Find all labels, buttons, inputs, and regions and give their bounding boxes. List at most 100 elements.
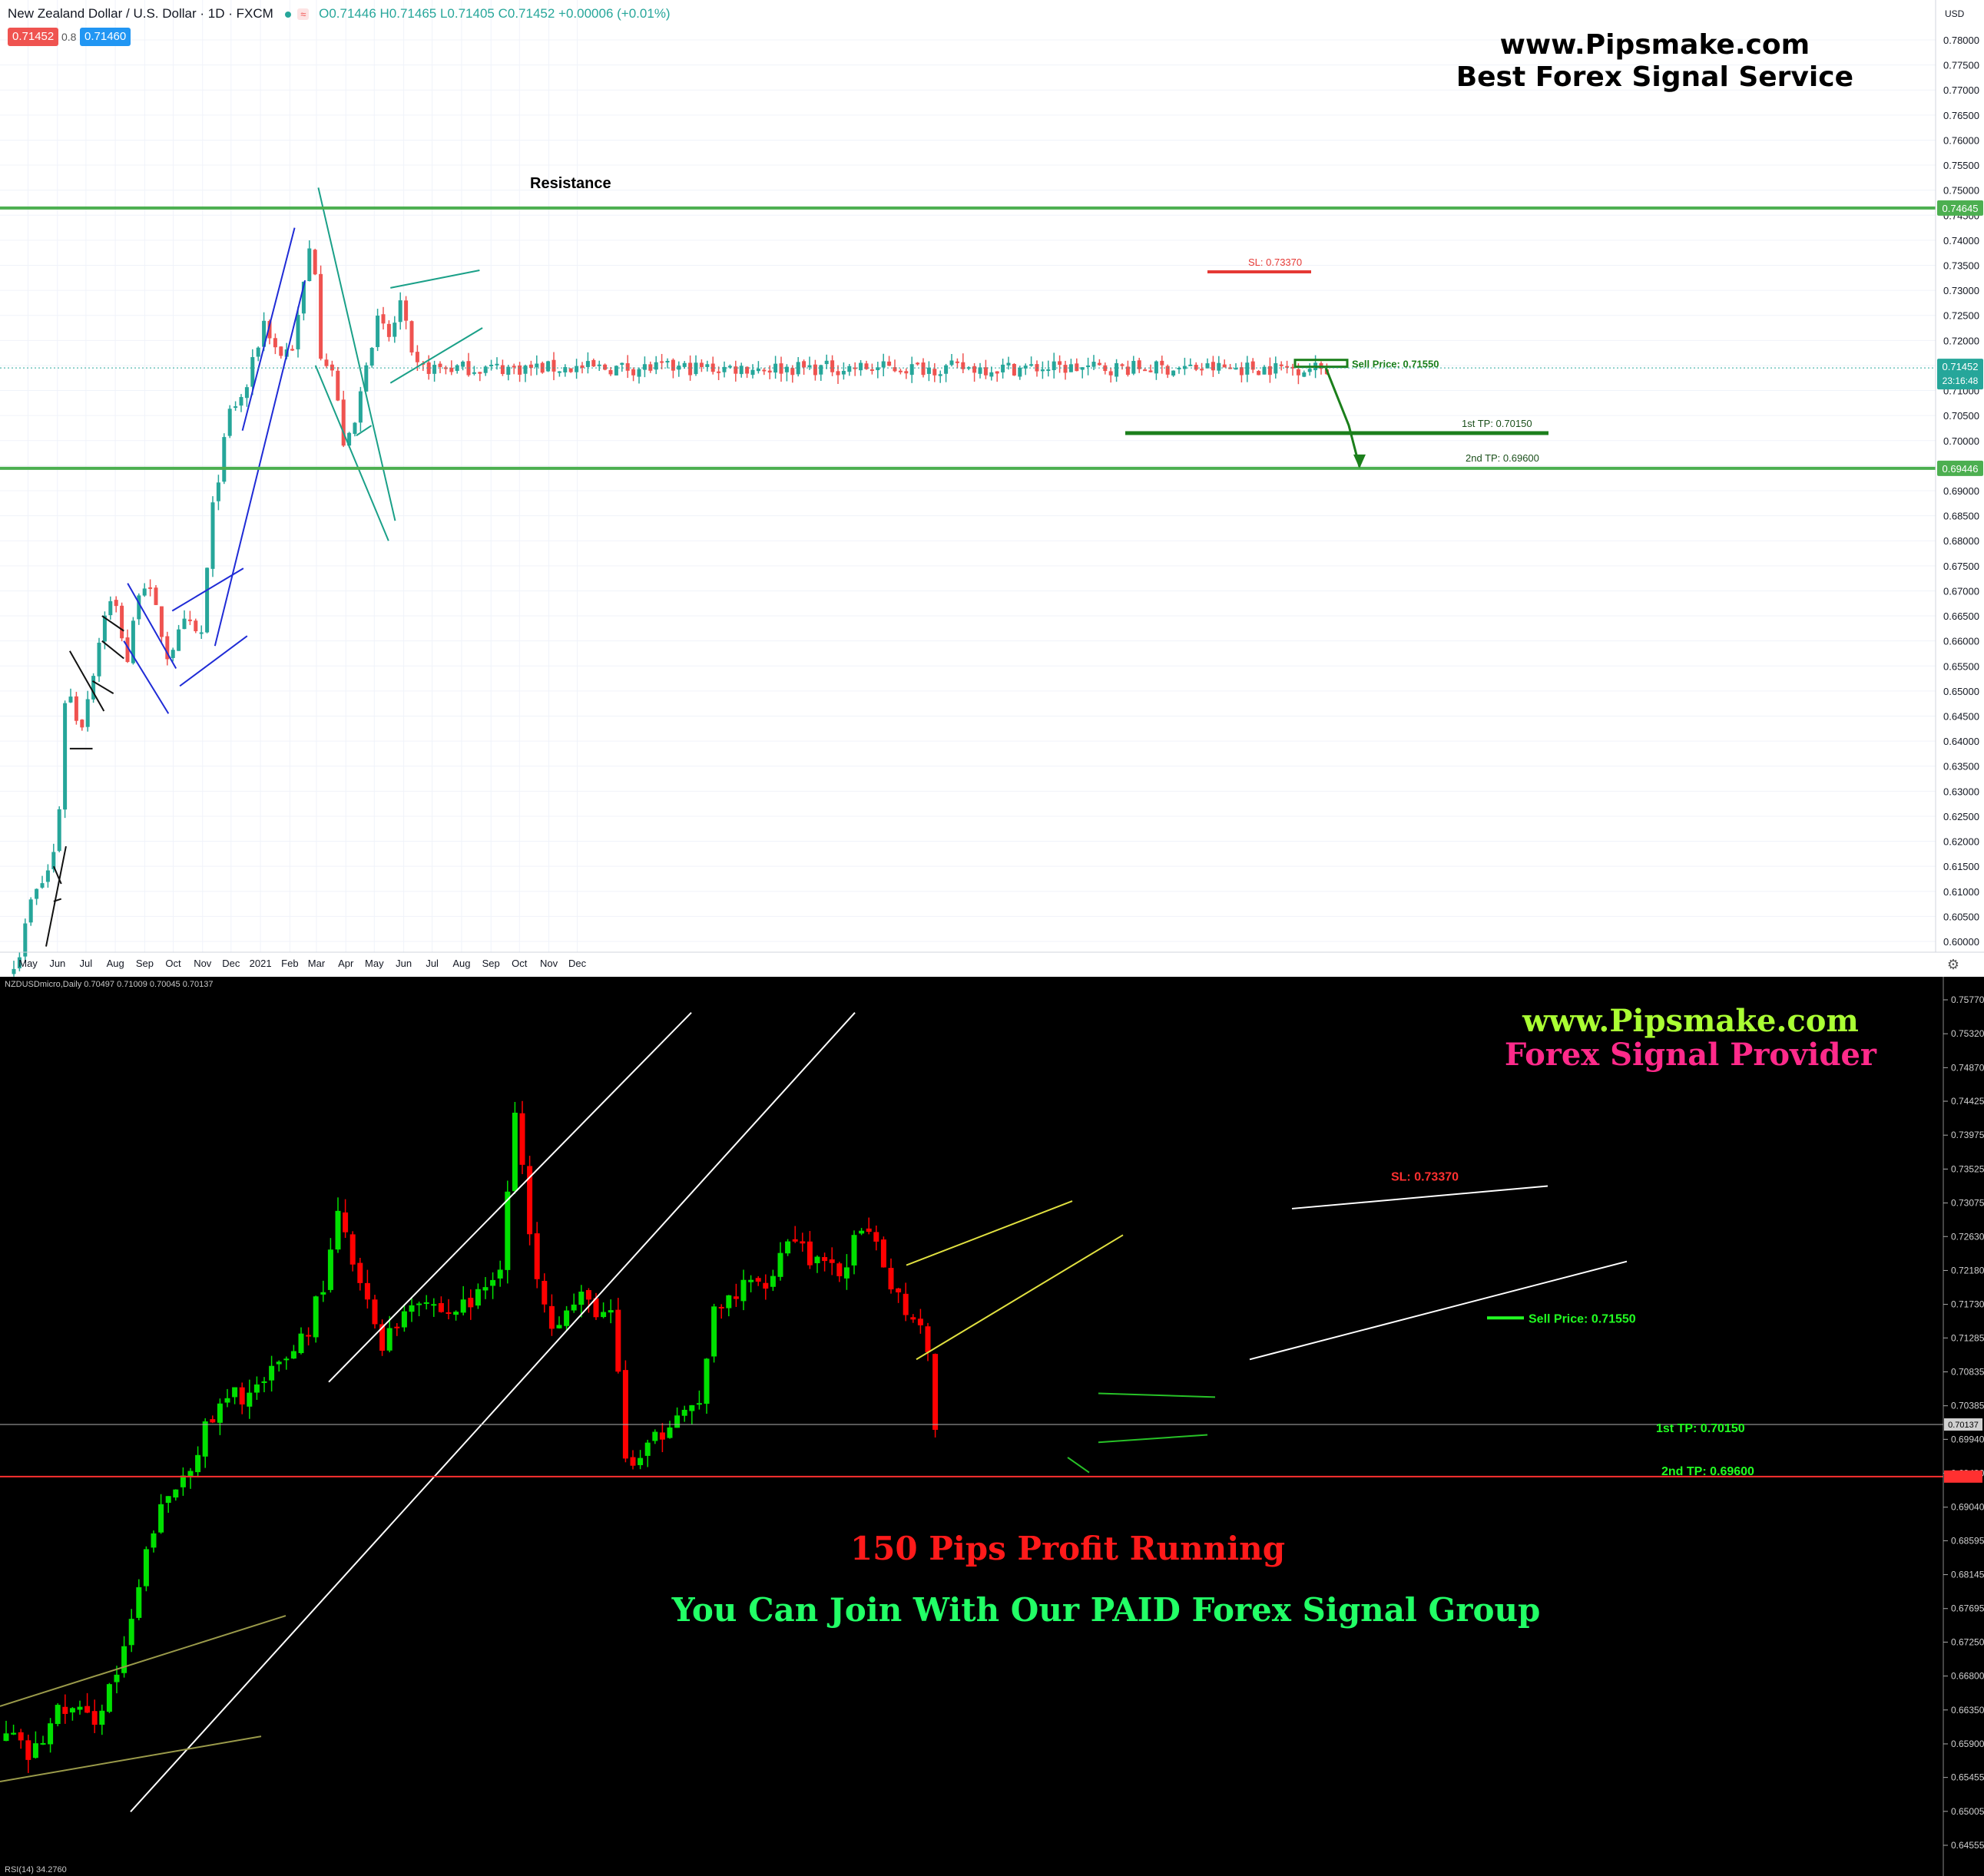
bottom-candle	[807, 1241, 813, 1266]
top-candle	[51, 852, 56, 869]
bottom-candle	[121, 1646, 128, 1673]
price-tick: 0.64000	[1943, 736, 1979, 747]
resistance-label: Resistance	[530, 175, 611, 192]
top-candle	[523, 366, 528, 374]
bottom-candle	[364, 1282, 370, 1300]
price-tick: 0.67500	[1943, 561, 1979, 572]
price-tick: 0.60500	[1943, 911, 1979, 922]
top-candle	[944, 365, 949, 374]
bottom-brand: www.Pipsmake.com Forex Signal Provider	[1505, 1004, 1876, 1072]
top-candle	[63, 703, 68, 810]
top-candle	[234, 406, 238, 409]
bottom-candle	[593, 1298, 599, 1318]
top-candle	[637, 369, 641, 377]
top-candle	[727, 366, 732, 368]
top-candle	[324, 359, 329, 366]
top-candle	[864, 363, 869, 369]
top-candle	[1075, 363, 1079, 372]
top-candle	[767, 370, 772, 373]
top-candle	[432, 365, 437, 374]
top-candle	[1188, 364, 1193, 366]
buy-price-button[interactable]: 0.71460	[80, 28, 131, 46]
bottom-candle	[69, 1708, 75, 1712]
price-tick: 0.75000	[1943, 185, 1979, 197]
bottom-candle	[873, 1232, 879, 1242]
mt-price-tick: 0.70385	[1951, 1401, 1984, 1411]
mt-trendline	[328, 1011, 692, 1383]
trendline	[101, 640, 124, 660]
bottom-candle	[866, 1228, 872, 1232]
time-tick: Apr	[338, 958, 354, 969]
top-candle	[1205, 363, 1210, 369]
bottom-candle	[77, 1706, 83, 1710]
top-candle	[1262, 366, 1267, 375]
trendline	[91, 680, 114, 695]
top-candle	[438, 363, 442, 367]
top-candle	[1257, 371, 1261, 376]
top-chart-svg[interactable]: Resistance SL: 0.73370 Sell Price: 0.71550…	[0, 0, 1984, 977]
top-candle	[1296, 369, 1300, 376]
top-candle	[1279, 364, 1283, 366]
bottom-candle	[283, 1358, 290, 1361]
top-candle	[642, 364, 647, 370]
top-candle	[926, 367, 931, 374]
top-candle	[1086, 365, 1091, 368]
top-candle	[563, 367, 568, 372]
top-candle	[415, 352, 419, 362]
compare-icon[interactable]: ≈	[297, 8, 310, 20]
top-candle	[585, 361, 590, 367]
bottom-candle	[298, 1333, 304, 1354]
top-price-axis[interactable]: 0.78000 0.77500 0.77000 0.76500 0.76000 0.755…	[1935, 0, 1984, 952]
bottom-brand-url: www.Pipsmake.com	[1522, 1003, 1859, 1039]
bottom-price-axis[interactable]: 0.75770 0.75320 0.74870 0.74425 0.73975 0.735…	[1943, 977, 1984, 1876]
sell-price-button[interactable]: 0.71452	[8, 28, 59, 46]
bottom-candle	[136, 1586, 142, 1618]
last-price-badge-bg	[1937, 359, 1983, 390]
top-candle	[97, 642, 101, 677]
bottom-candle	[202, 1421, 208, 1457]
rsi-label: RSI(14) 34.2760	[5, 1865, 67, 1874]
mt-price-badge-bg	[1944, 1418, 1982, 1431]
top-candle	[699, 362, 704, 367]
mt-price-tick: 0.65900	[1951, 1739, 1984, 1749]
mt-price-tick: 0.74870	[1951, 1062, 1984, 1073]
top-candle	[1006, 362, 1011, 366]
top-candle	[478, 372, 482, 374]
bottom-candle	[173, 1489, 179, 1498]
trendline	[356, 425, 373, 437]
mt-support-badge	[1944, 1470, 1982, 1483]
bottom-candle	[401, 1311, 407, 1328]
price-tick: 0.72000	[1943, 335, 1979, 346]
metatrader-chart-panel[interactable]: SL: 0.73370 Sell Price: 0.71550 1st TP: 0.…	[0, 977, 1984, 1876]
trendline	[314, 365, 389, 541]
stop-loss-label: SL: 0.73370	[1248, 256, 1302, 268]
bottom-candle	[18, 1732, 24, 1741]
bottom-candle	[512, 1113, 518, 1192]
tradingview-chart-panel[interactable]: Resistance SL: 0.73370 Sell Price: 0.71550…	[0, 0, 1984, 977]
mt-trendline	[1291, 1185, 1548, 1209]
bottom-candle	[859, 1230, 865, 1234]
top-candle	[528, 364, 533, 369]
mt-trendline	[1098, 1392, 1216, 1398]
price-tick: 0.70500	[1943, 410, 1979, 422]
top-candle	[1211, 362, 1215, 371]
bar-countdown: 23:16:48	[1943, 376, 1979, 386]
top-candle	[677, 366, 681, 370]
top-candle	[1018, 367, 1022, 377]
top-candle	[35, 888, 39, 899]
top-candle	[250, 357, 255, 387]
bottom-chart-svg[interactable]: SL: 0.73370 Sell Price: 0.71550 1st TP: 0.…	[0, 977, 1984, 1876]
top-candle	[1063, 365, 1068, 373]
bottom-candle	[468, 1297, 474, 1308]
bottom-candle	[379, 1324, 386, 1351]
bottom-candle	[903, 1293, 909, 1315]
top-time-axis[interactable]: May Jun Jul Aug Sep Oct Nov Dec 2021 Feb Mar Apr May…	[0, 951, 1984, 972]
bottom-candle	[232, 1387, 238, 1398]
promo-join[interactable]: You Can Join With Our PAID Forex Signal …	[671, 1591, 1541, 1629]
price-tick: 0.66000	[1943, 636, 1979, 647]
top-candle	[1154, 361, 1158, 374]
bottom-candle	[276, 1362, 282, 1365]
top-candle	[273, 338, 277, 348]
bottom-candle	[718, 1306, 724, 1309]
mt-trendline	[0, 1735, 262, 1783]
